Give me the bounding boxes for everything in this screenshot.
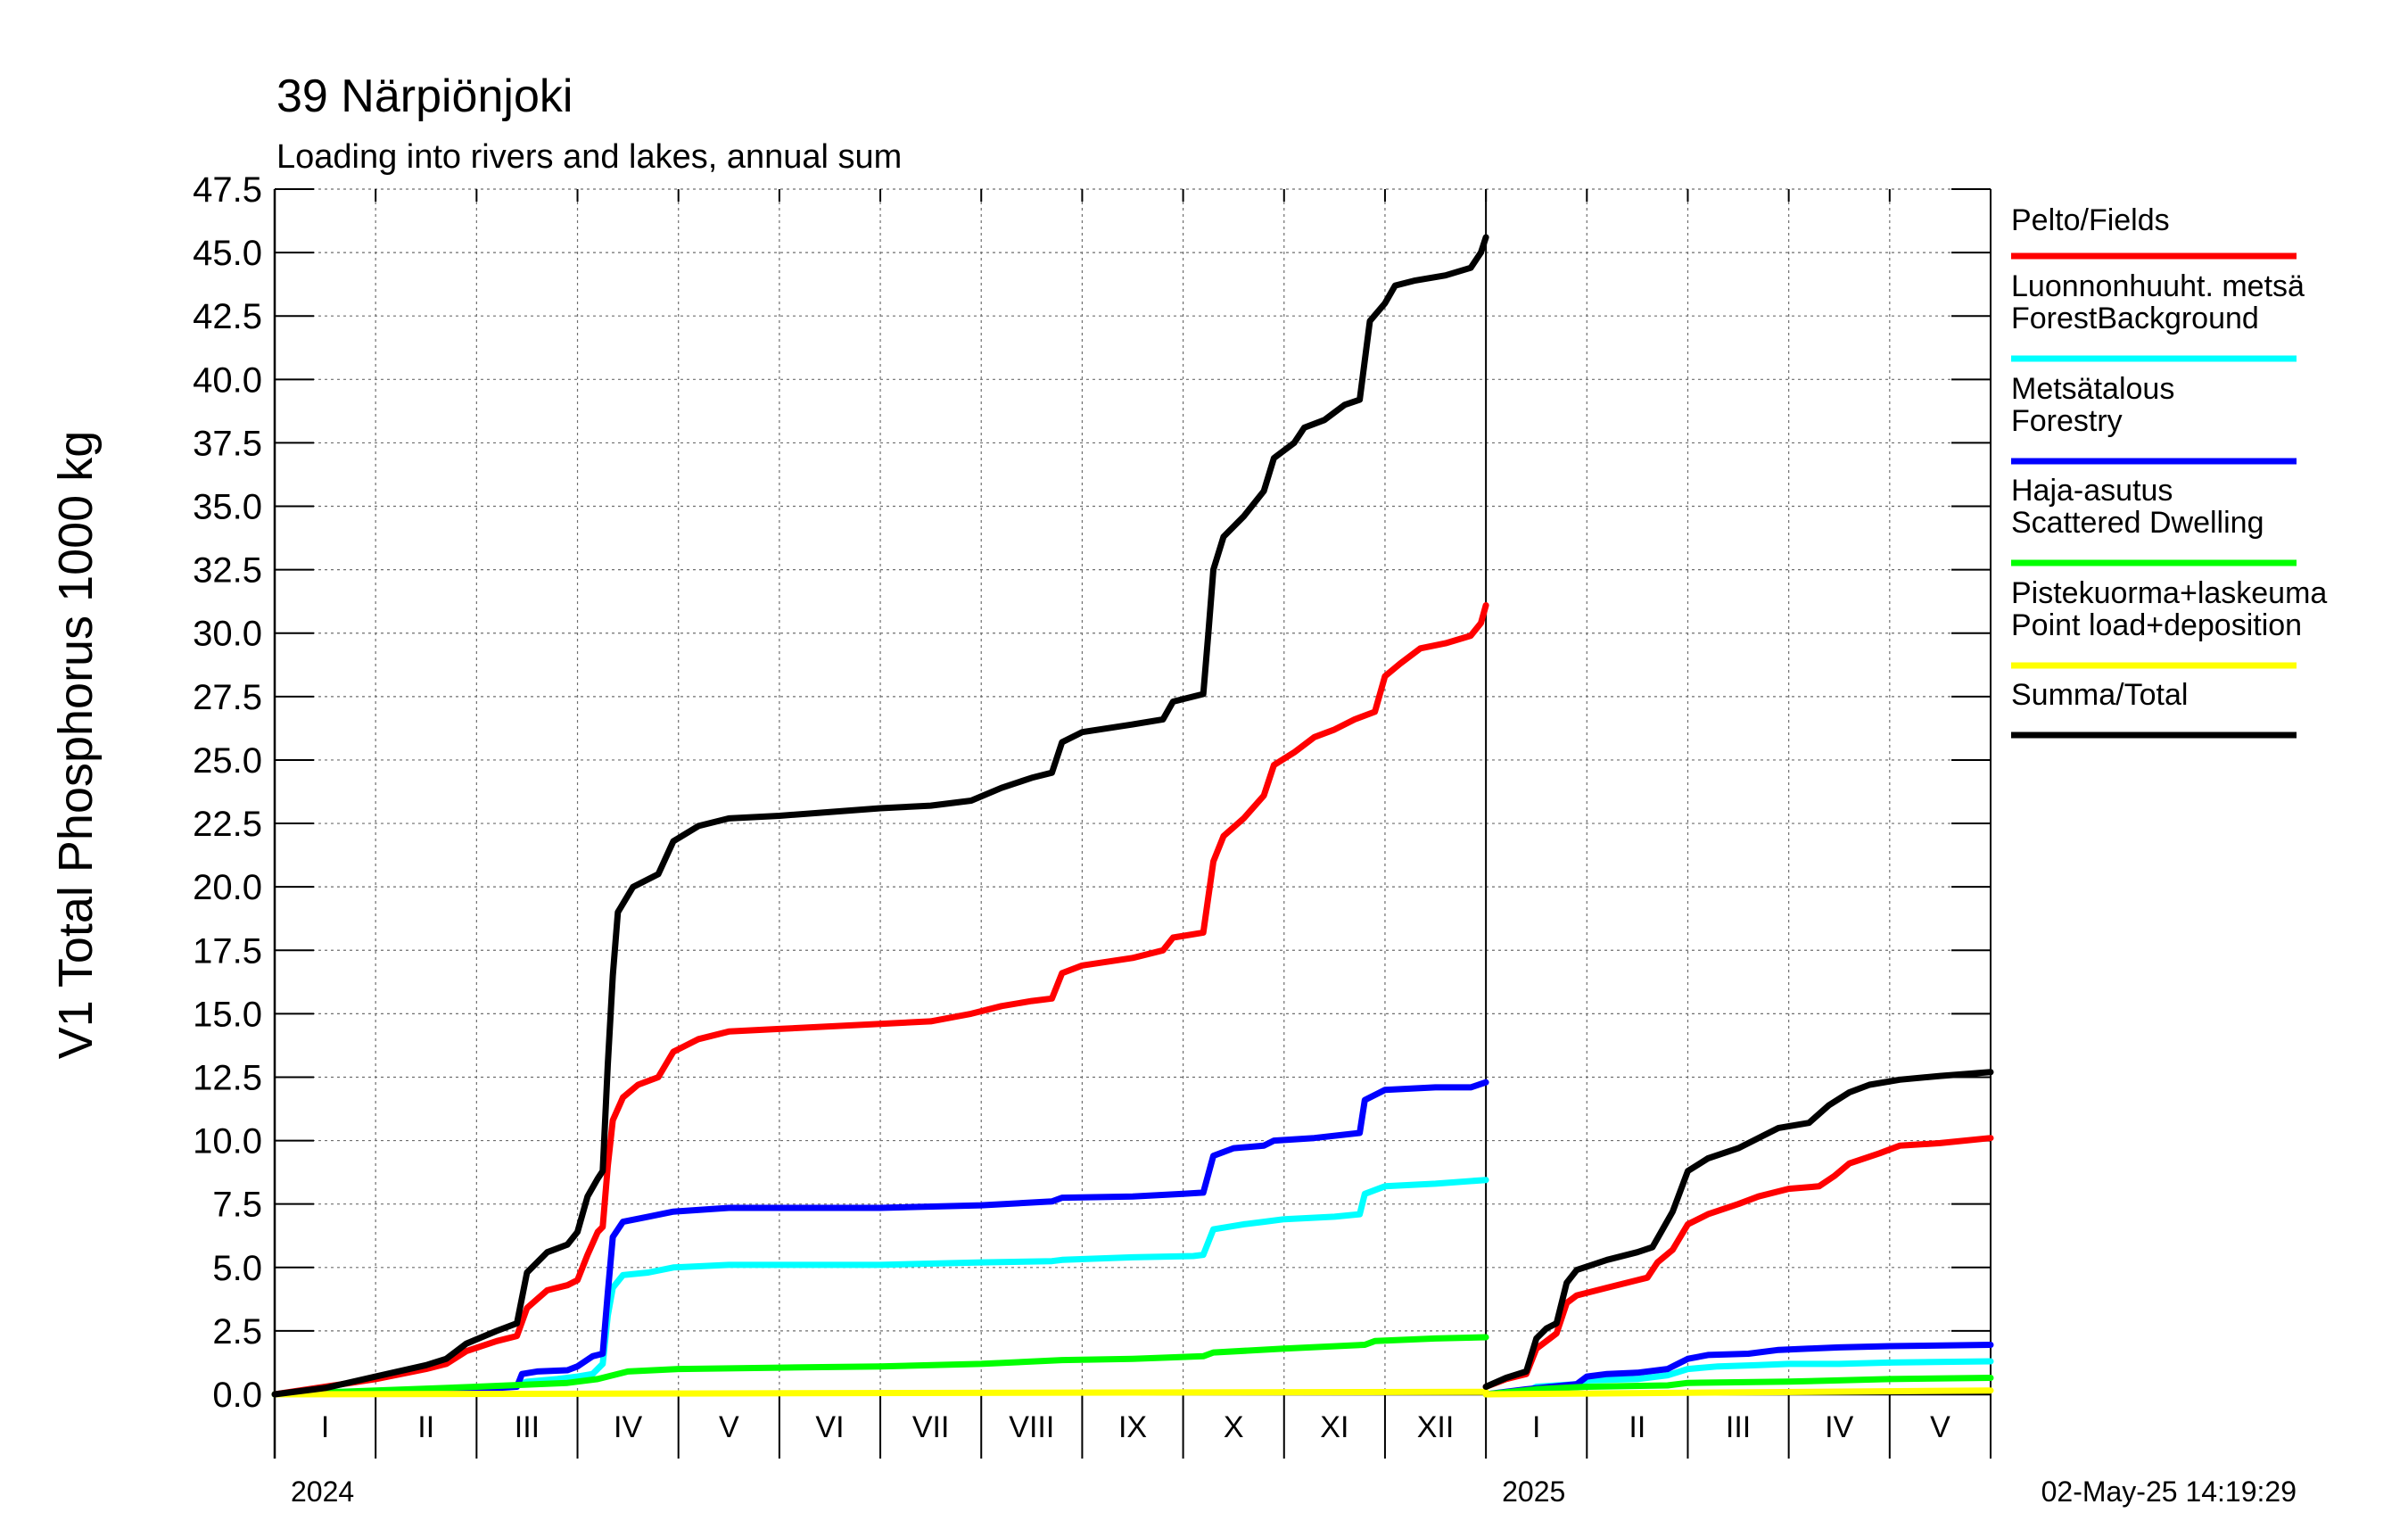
y-tick-label: 22.5 [193, 805, 262, 844]
x-month-label: XI [1320, 1410, 1348, 1444]
x-month-label: II [417, 1410, 434, 1444]
y-tick-label: 32.5 [193, 551, 262, 591]
x-month-label: V [719, 1410, 739, 1444]
x-month-label: IV [614, 1410, 642, 1444]
y-tick-label: 37.5 [193, 424, 262, 463]
data-series [271, 234, 1994, 1398]
x-month-label: III [1726, 1410, 1751, 1444]
grid-lines [275, 188, 1991, 1394]
series-line-0-segment-1 [1482, 1135, 1994, 1390]
series-line-3-segment-0 [271, 1334, 1489, 1398]
axes: 0.0 2.5 5.0 7.5 10.0 12.5 15.0 17.5 20.0 22.5 25.0… [193, 170, 1992, 1508]
x-month-label: XII [1417, 1410, 1455, 1444]
x-month-label: VII [912, 1410, 950, 1444]
legend-label: Haja-asutus [2011, 474, 2173, 508]
y-tick-label: 20.0 [193, 868, 262, 907]
series-line-0-segment-0 [271, 602, 1489, 1398]
x-year-label: 2024 [291, 1476, 354, 1508]
y-tick-label: 35.0 [193, 488, 262, 527]
x-year-label: 2025 [1502, 1476, 1565, 1508]
legend-label: ForestBackground [2011, 302, 2259, 335]
series-line-2-segment-0 [271, 1079, 1489, 1398]
x-month-label: VI [815, 1410, 844, 1444]
legend-label: Summa/Total [2011, 678, 2188, 712]
y-tick-label: 25.0 [193, 741, 262, 781]
series-line-1-segment-0 [271, 1177, 1489, 1398]
y-tick-label: 5.0 [212, 1249, 262, 1288]
y-tick-label: 2.5 [212, 1312, 262, 1352]
x-month-label: IV [1825, 1410, 1853, 1444]
y-tick-label: 0.0 [212, 1376, 262, 1415]
legend-label: Forestry [2011, 404, 2123, 438]
x-month-label: III [515, 1410, 540, 1444]
y-tick-label: 45.0 [193, 234, 262, 273]
x-month-label: X [1224, 1410, 1244, 1444]
y-tick-label: 42.5 [193, 297, 262, 336]
x-month-label: IX [1118, 1410, 1147, 1444]
chart-title: 39 Närpiönjoki [276, 70, 573, 122]
y-tick-label: 10.0 [193, 1122, 262, 1161]
y-tick-label: 27.5 [193, 678, 262, 717]
legend-label: Luonnonhuuht. metsä [2011, 269, 2305, 303]
y-tick-label: 15.0 [193, 995, 262, 1034]
series-line-5-segment-0 [271, 234, 1489, 1398]
legend-label: Metsätalous [2011, 372, 2174, 406]
x-month-label: II [1629, 1410, 1645, 1444]
series-line-3-segment-1 [1482, 1375, 1994, 1398]
y-tick-label: 30.0 [193, 615, 262, 654]
timestamp-label: 02-May-25 14:19:29 [2041, 1476, 2297, 1508]
y-tick-label: 12.5 [193, 1058, 262, 1097]
y-tick-label: 40.0 [193, 360, 262, 400]
series-line-4-segment-0 [271, 1388, 1489, 1398]
series-line-4-segment-1 [1482, 1387, 1994, 1398]
x-month-label: I [1532, 1410, 1540, 1444]
y-tick-label: 17.5 [193, 931, 262, 971]
legend-label: Point load+deposition [2011, 608, 2302, 642]
y-axis-label: V1 Total Phosphorus 1000 kg [49, 431, 103, 1060]
legend-label: Pistekuorma+laskeuma [2011, 576, 2327, 610]
legend-label: Scattered Dwelling [2011, 506, 2264, 540]
series-line-2-segment-1 [1482, 1342, 1994, 1398]
x-month-label: V [1930, 1410, 1950, 1444]
x-month-label: VIII [1009, 1410, 1054, 1444]
legend: Pelto/Fields Luonnonhuuht. metsäForestBac… [2011, 203, 2327, 739]
y-tick-label: 7.5 [212, 1186, 262, 1225]
legend-label: Pelto/Fields [2011, 203, 2170, 237]
y-tick-label: 47.5 [193, 170, 262, 210]
chart-subtitle: Loading into rivers and lakes, annual su… [276, 138, 902, 176]
x-month-label: I [321, 1410, 329, 1444]
series-line-5-segment-1 [1482, 1069, 1994, 1390]
